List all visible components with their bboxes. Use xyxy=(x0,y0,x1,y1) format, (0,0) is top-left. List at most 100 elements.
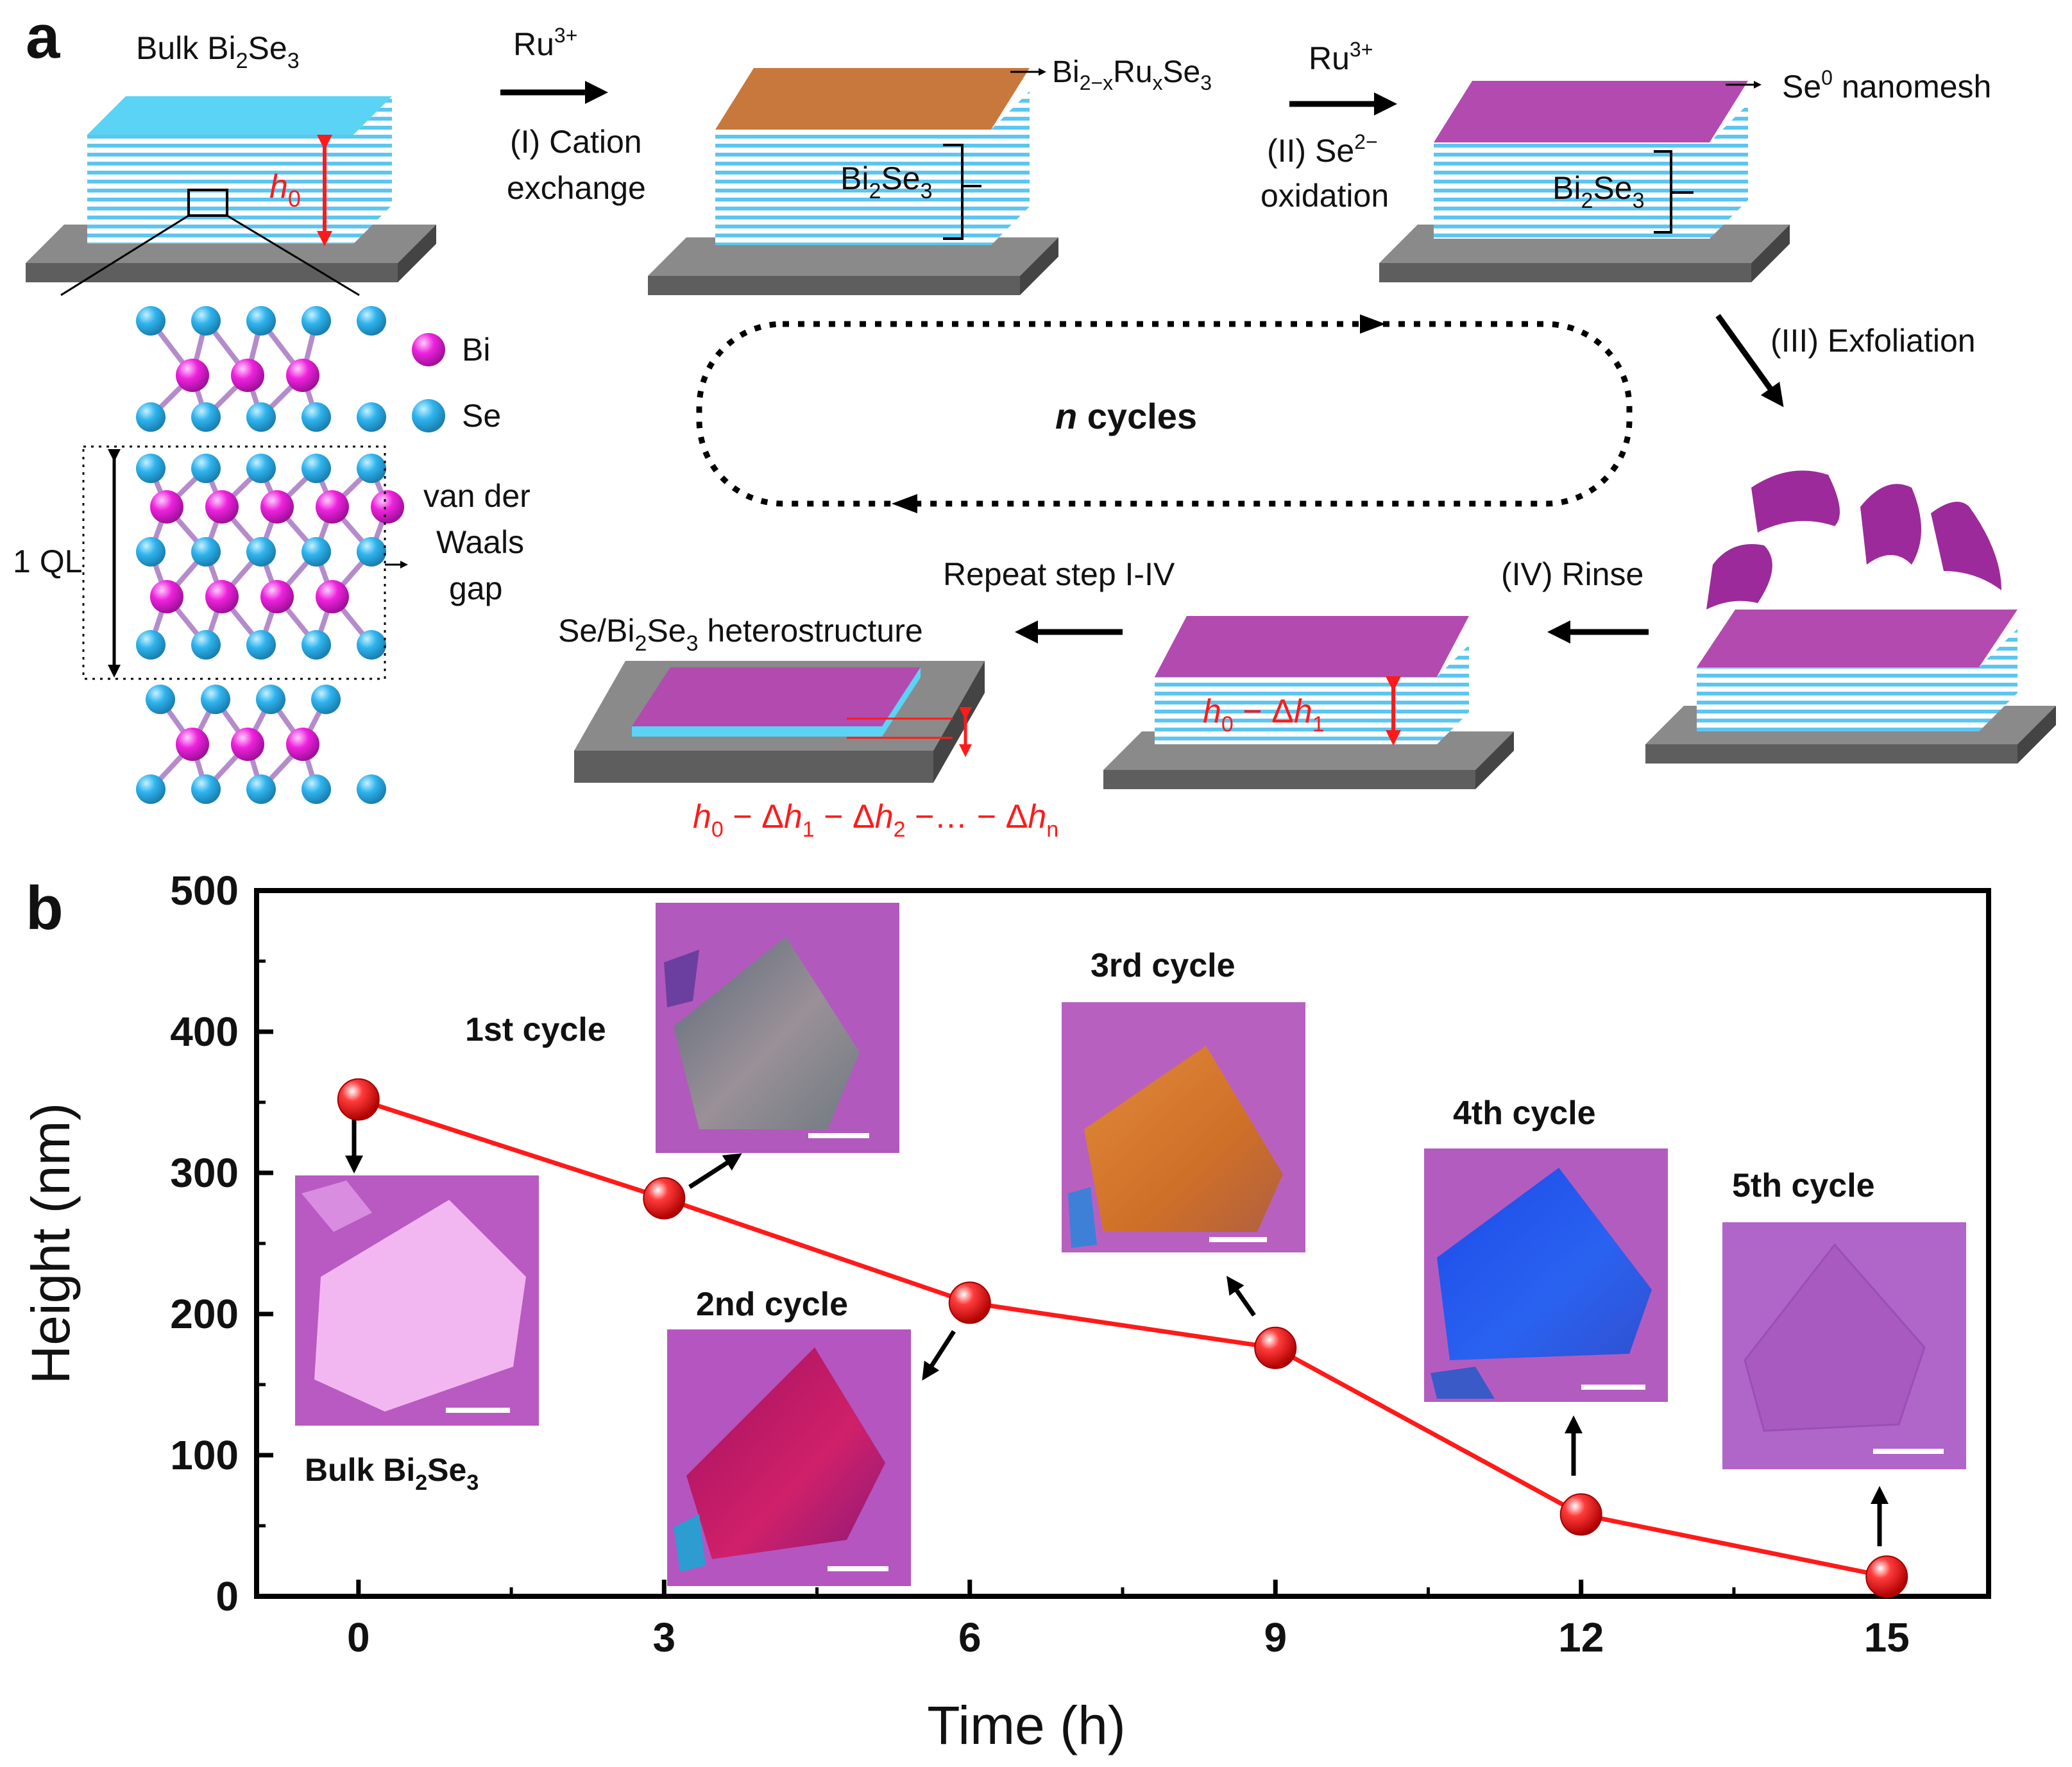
se-atom xyxy=(357,402,386,432)
se-atom xyxy=(136,537,166,567)
se-atom xyxy=(301,306,331,336)
flake xyxy=(1706,544,1772,610)
data-points xyxy=(337,1078,1908,1598)
se-atom xyxy=(256,685,285,714)
vdw-line1: van der xyxy=(423,478,531,514)
se-atom xyxy=(246,774,276,804)
inset-bulk xyxy=(295,1175,539,1426)
bulk-stack: h0 xyxy=(26,96,436,296)
se-atom xyxy=(357,537,386,567)
bi-atom xyxy=(316,490,349,524)
step1-line1: (I) Cation xyxy=(510,124,642,160)
bulk-title: Bulk Bi2Se3 xyxy=(136,30,300,73)
se-legend-label: Se xyxy=(462,398,501,434)
step2-reagent: Ru3+ xyxy=(1309,38,1373,76)
se-atom xyxy=(301,630,331,660)
step4-label: (IV) Rinse xyxy=(1501,556,1643,592)
bi-atom xyxy=(316,580,349,613)
bi-atom xyxy=(371,490,404,524)
y-tick-label: 500 xyxy=(170,867,239,914)
se-atom xyxy=(301,774,331,804)
cycles-label: n cycles xyxy=(1055,396,1197,436)
ql-label: 1 QL xyxy=(13,543,82,579)
step2-product: Se0 nanomesh xyxy=(1782,66,1991,105)
vdw-line2: Waals xyxy=(436,524,524,560)
bi-atom xyxy=(286,359,319,392)
x-tick-label: 12 xyxy=(1558,1614,1604,1660)
bi-atom xyxy=(231,728,264,761)
se-atom xyxy=(246,454,276,483)
se-atom xyxy=(146,685,175,714)
bulk-top-surface xyxy=(87,96,392,135)
se-atom xyxy=(357,454,386,483)
bi-atom xyxy=(286,728,319,761)
se-atom xyxy=(246,306,276,336)
inset-cycle2 xyxy=(667,1329,911,1586)
se-atom xyxy=(246,402,276,432)
bi-atom xyxy=(176,728,209,761)
se-atom xyxy=(301,454,331,483)
step2-line1: (II) Se2− xyxy=(1267,130,1378,169)
se-atom xyxy=(136,454,166,483)
bi-atom xyxy=(176,359,209,392)
axes: 0 100 200 300 400 500 0 3 6 9 12 15 xyxy=(170,867,1910,1660)
flake xyxy=(1860,484,1921,565)
rinsed-stack xyxy=(1103,616,1514,789)
x-tick-label: 0 xyxy=(347,1614,370,1660)
step2-line2: oxidation xyxy=(1261,178,1389,214)
se-atom xyxy=(191,774,221,804)
bi-atom xyxy=(231,359,264,392)
y-tick-label: 300 xyxy=(170,1150,239,1196)
vdw-line3: gap xyxy=(449,570,502,606)
panel-b: b 0 100 200 300 400 500 0 3 6 9 12 15 Time (h) Heig… xyxy=(21,867,1991,1755)
y-axis-title: Height (nm) xyxy=(21,1103,81,1385)
hetero-label: Se/Bi2Se3 heterostructure xyxy=(558,613,923,656)
hetero-stack xyxy=(574,661,985,783)
inset-cycle3-label: 3rd cycle xyxy=(1091,947,1236,984)
step3-arrow xyxy=(1715,314,1784,407)
se-atom xyxy=(136,402,166,432)
h-after-first: h0 − Δh1 xyxy=(1203,693,1325,737)
repeat-label: Repeat step I-IV xyxy=(943,556,1175,592)
oxidized-stack xyxy=(1379,81,1790,282)
y-tick-label: 0 xyxy=(216,1573,239,1619)
x-tick-label: 15 xyxy=(1864,1614,1910,1660)
y-tick-label: 100 xyxy=(170,1432,239,1478)
bi-atom xyxy=(150,580,183,613)
step1-line2: exchange xyxy=(507,170,646,206)
se-atom xyxy=(246,630,276,660)
panel-b-label: b xyxy=(26,874,64,943)
step1-reagent: Ru3+ xyxy=(513,24,577,62)
data-point xyxy=(1254,1326,1297,1369)
oxidized-top-surface xyxy=(1434,81,1748,142)
data-point xyxy=(337,1078,380,1121)
step1-product: Bi2−xRuxSe3 xyxy=(1052,55,1212,94)
zoom-box xyxy=(187,189,228,217)
se-atom xyxy=(136,774,166,804)
stack3-bracket-label: Bi2Se3 xyxy=(1552,170,1644,213)
bi-legend-label: Bi xyxy=(462,332,490,368)
se-atom xyxy=(301,537,331,567)
h0-label: h0 xyxy=(269,168,301,212)
flake xyxy=(1751,470,1840,533)
se-atom xyxy=(301,402,331,432)
inset-cycle1-label: 1st cycle xyxy=(465,1011,606,1048)
se-atom xyxy=(191,630,221,660)
se-atom xyxy=(246,537,276,567)
bi-atom xyxy=(260,490,294,524)
bi-atom xyxy=(205,490,239,524)
inset-cycle4 xyxy=(1424,1148,1668,1402)
exchanged-stack xyxy=(648,68,1058,295)
inset-bulk-label: Bulk Bi2Se3 xyxy=(305,1452,479,1495)
data-point xyxy=(1559,1493,1602,1536)
inset-cycle5-label: 5th cycle xyxy=(1732,1167,1875,1204)
data-point xyxy=(643,1177,686,1220)
inset-cycle1 xyxy=(656,903,899,1153)
x-tick-label: 9 xyxy=(1264,1614,1287,1660)
inset-cycle5 xyxy=(1722,1222,1966,1469)
bi-legend-swatch xyxy=(412,333,445,366)
height-series-line xyxy=(357,1097,1887,1579)
se-atom xyxy=(136,306,166,336)
inset-cycle4-label: 4th cycle xyxy=(1453,1095,1596,1132)
se-atom xyxy=(191,537,221,567)
